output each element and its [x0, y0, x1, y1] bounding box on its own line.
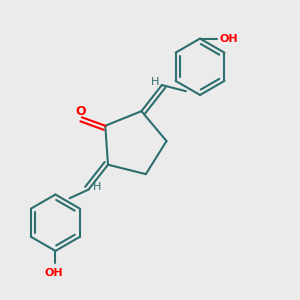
Text: H: H — [93, 182, 101, 192]
Text: H: H — [150, 77, 159, 87]
Text: O: O — [76, 105, 86, 118]
Text: OH: OH — [220, 34, 239, 44]
Text: OH: OH — [44, 268, 63, 278]
